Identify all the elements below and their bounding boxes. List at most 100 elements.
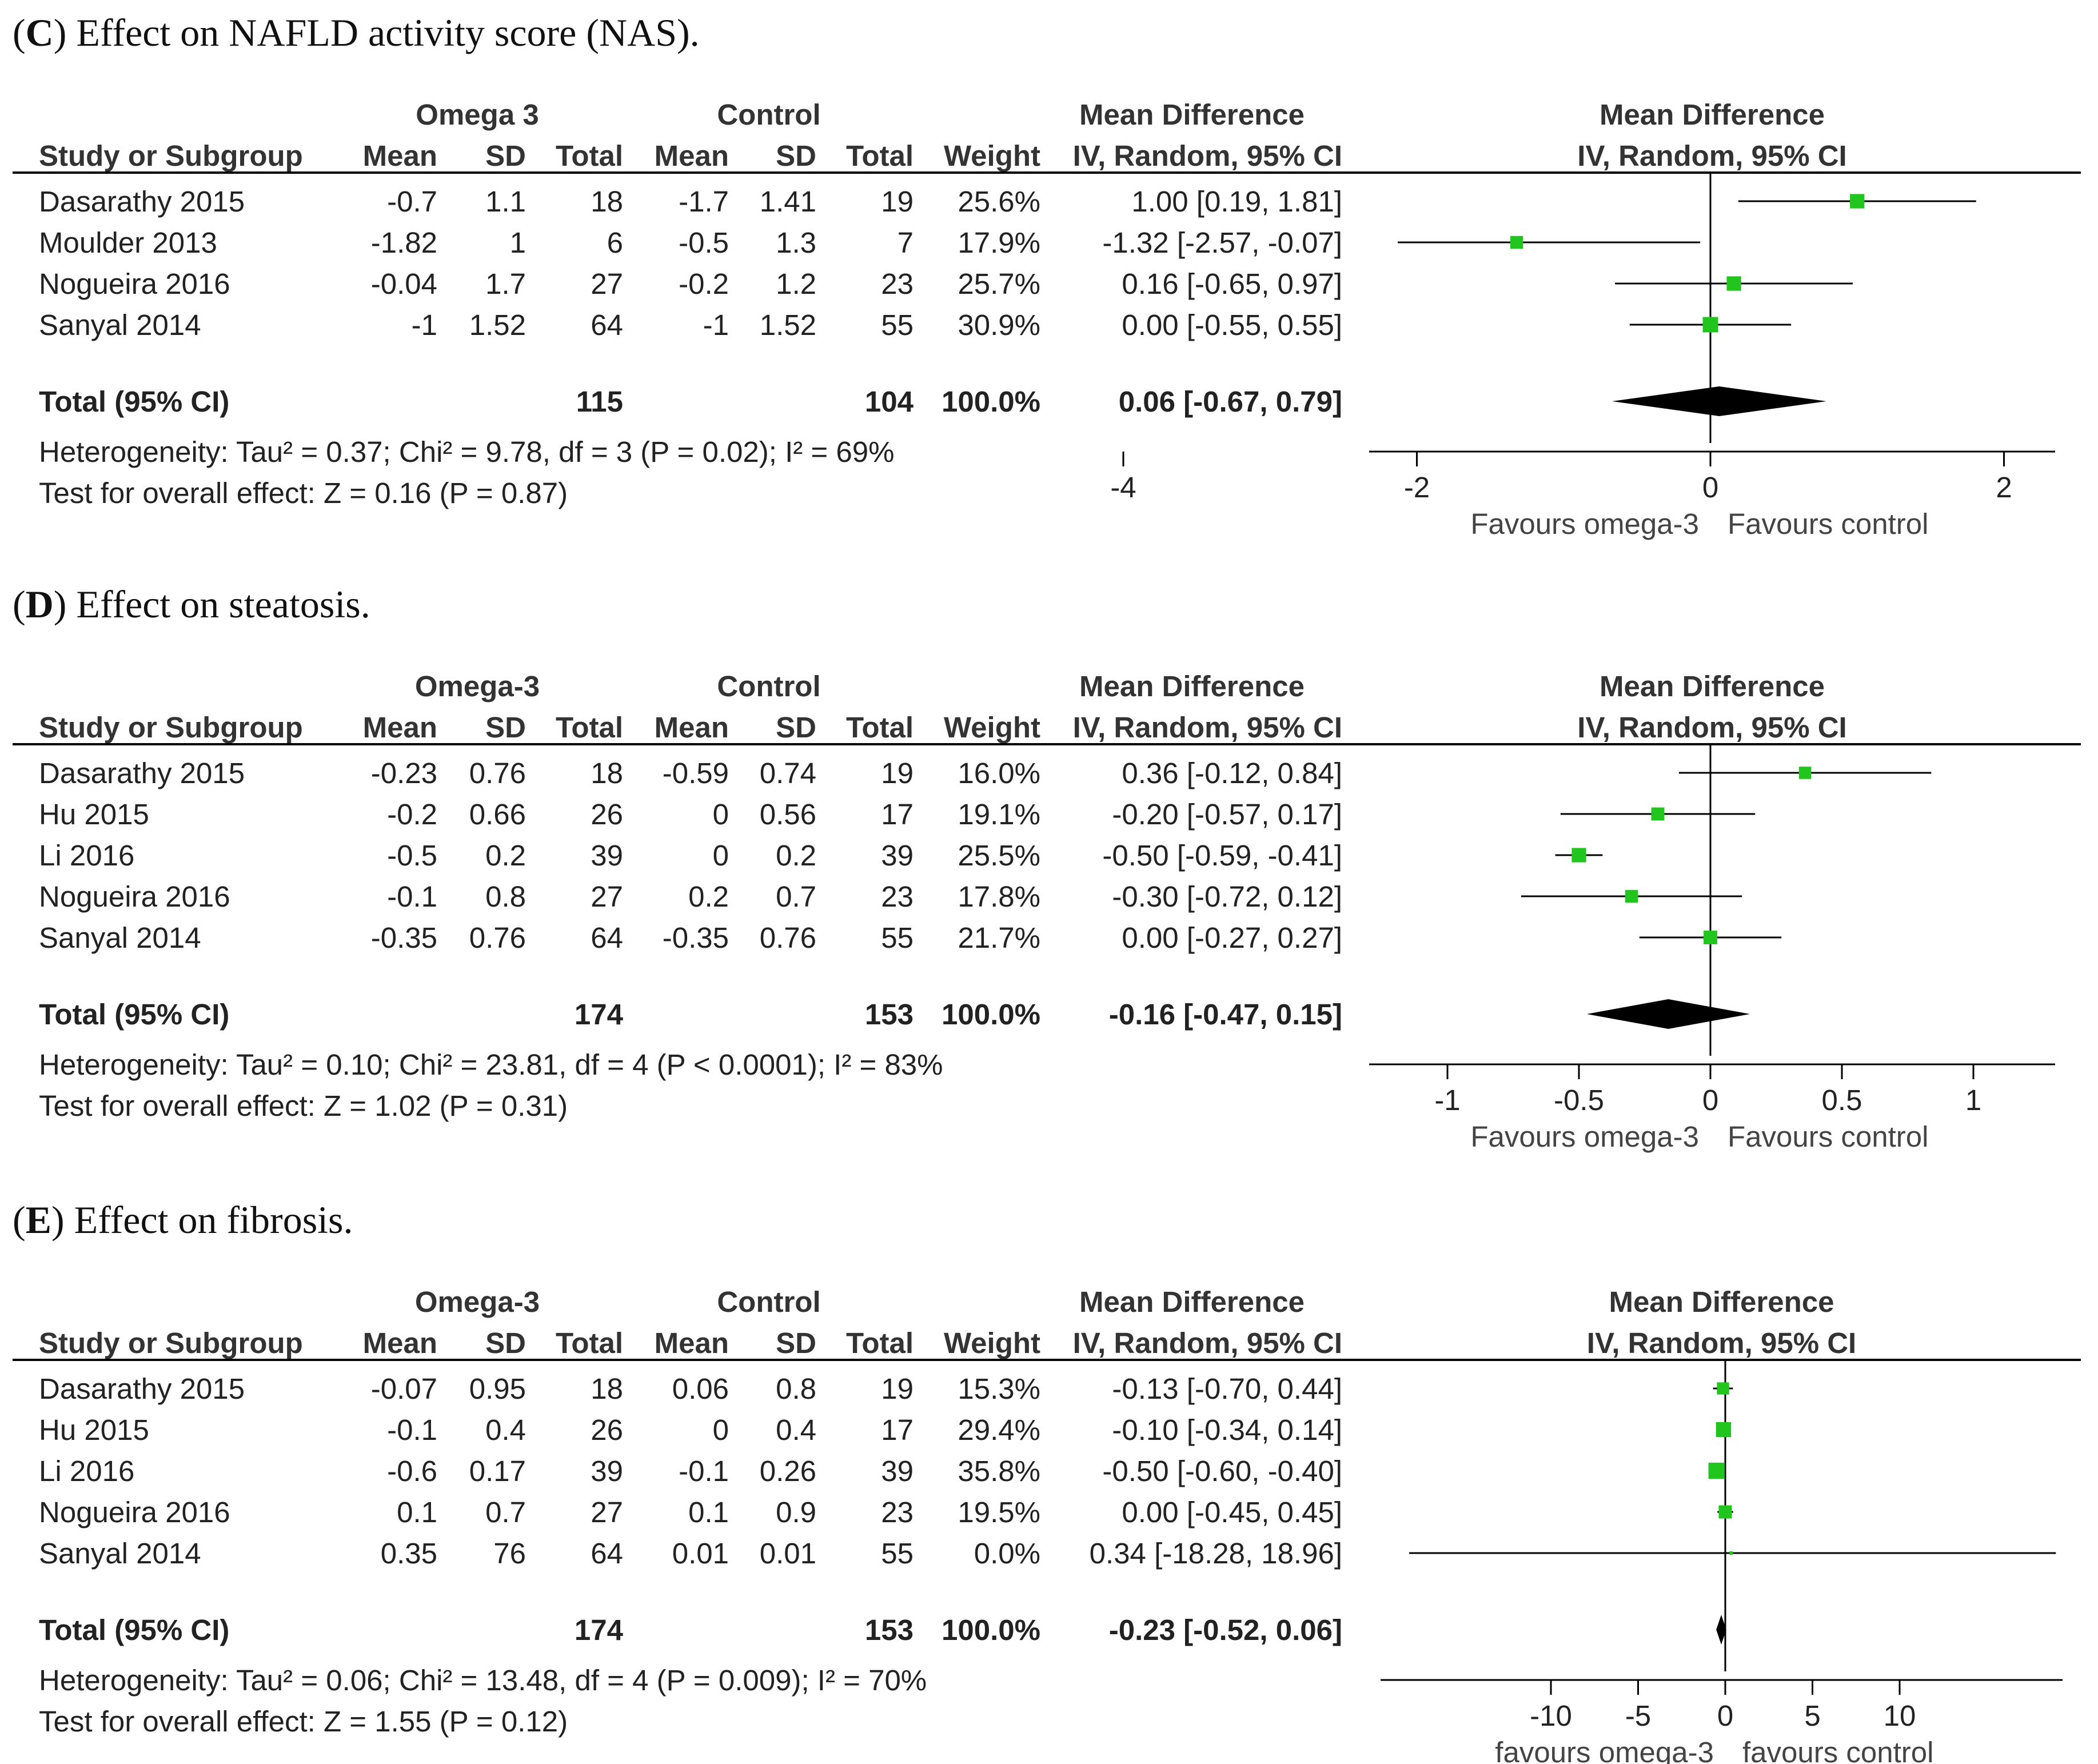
- mean2-value: -0.35: [663, 921, 729, 954]
- total-ci: 0.06 [-0.67, 0.79]: [1119, 385, 1342, 418]
- sd2-value: 0.01: [760, 1537, 816, 1570]
- col-sd2-header: SD: [776, 1327, 816, 1359]
- sd2-value: 0.26: [760, 1455, 816, 1487]
- total-ci: -0.23 [-0.52, 0.06]: [1109, 1614, 1342, 1646]
- weight-value: 19.5%: [958, 1496, 1040, 1528]
- sd1-value: 0.8: [485, 880, 526, 913]
- sd1-value: 0.95: [469, 1372, 526, 1405]
- weight-value: 16.0%: [958, 757, 1040, 789]
- title-letter: C: [26, 11, 54, 54]
- col-study-header: Study or Subgroup: [39, 139, 303, 172]
- total1-sum: 174: [575, 998, 624, 1031]
- total1-value: 64: [591, 309, 623, 341]
- title-letter: D: [26, 582, 54, 626]
- sd1-value: 0.7: [485, 1496, 526, 1528]
- total-label: Total (95% CI): [39, 998, 229, 1031]
- title-paren: (: [13, 1198, 26, 1242]
- table-row: Nogueira 2016 -0.04 1.7 27 -0.2 1.2 23 25.7% 0.1…: [39, 268, 1853, 300]
- study-name: Li 2016: [39, 839, 134, 872]
- col-study-header: Study or Subgroup: [39, 1327, 303, 1359]
- col-sd2-header: SD: [776, 711, 816, 744]
- panel-title: (C) Effect on NAFLD activity score (NAS)…: [13, 11, 700, 54]
- favours-left-label: Favours omega-3: [1470, 508, 1699, 540]
- study-marker: [1726, 276, 1741, 291]
- total2-value: 23: [881, 1496, 914, 1528]
- sd1-value: 0.66: [469, 798, 526, 831]
- col-mean2-header: Mean: [655, 1327, 729, 1359]
- favours-right-label: favours control: [1742, 1736, 1934, 1764]
- sd2-value: 1.41: [760, 185, 816, 218]
- total1-value: 64: [591, 1537, 623, 1570]
- sd1-value: 0.4: [485, 1414, 526, 1446]
- sd2-value: 0.56: [760, 798, 816, 831]
- table-row: Sanyal 2014 -1 1.52 64 -1 1.52 55 30.9% 0.00 [-0…: [39, 309, 1792, 341]
- col-study-header: Study or Subgroup: [39, 711, 303, 744]
- mean2-value: 0.01: [672, 1537, 729, 1570]
- mean1-value: 0.1: [397, 1496, 437, 1528]
- mean2-value: -0.2: [679, 268, 729, 300]
- x-tick-label: 0.5: [1822, 1084, 1862, 1116]
- sd2-value: 1.3: [776, 226, 816, 259]
- weight-value: 17.9%: [958, 226, 1040, 259]
- sd2-value: 0.7: [776, 880, 816, 913]
- study-marker: [1850, 194, 1865, 209]
- study-name: Dasarathy 2015: [39, 1372, 245, 1405]
- table-row: Sanyal 2014 -0.35 0.76 64 -0.35 0.76 55 21.7% 0.…: [39, 921, 1782, 954]
- x-tick-label: -2: [1404, 471, 1430, 504]
- ci-value: -0.13 [-0.70, 0.44]: [1112, 1372, 1342, 1405]
- md-header: Mean Difference: [1079, 1286, 1305, 1318]
- sd1-value: 0.2: [485, 839, 526, 872]
- mean1-value: -0.07: [371, 1372, 437, 1405]
- mean2-value: -0.5: [679, 226, 729, 259]
- table-row: Hu 2015 -0.2 0.66 26 0 0.56 17 19.1% -0.20 [-0.5…: [39, 798, 1756, 831]
- study-marker: [1510, 236, 1523, 249]
- overall-effect-text: Test for overall effect: Z = 0.16 (P = 0…: [39, 477, 568, 509]
- study-marker: [1651, 807, 1665, 821]
- study-name: Moulder 2013: [39, 226, 217, 259]
- table-row: Dasarathy 2015 -0.07 0.95 18 0.06 0.8 19 15.3% -…: [39, 1372, 1733, 1405]
- table-row: Nogueira 2016 -0.1 0.8 27 0.2 0.7 23 17.8% -0.30…: [39, 880, 1742, 913]
- table-row: Hu 2015 -0.1 0.4 26 0 0.4 17 29.4% -0.10 [-0.34,…: [39, 1414, 1732, 1446]
- sd2-value: 0.2: [776, 839, 816, 872]
- total1-value: 26: [591, 1414, 623, 1446]
- plot-subheader: IV, Random, 95% CI: [1577, 711, 1846, 744]
- sd2-value: 0.76: [760, 921, 816, 954]
- col-ci-header: IV, Random, 95% CI: [1073, 711, 1342, 744]
- study-marker: [1625, 889, 1638, 903]
- total1-value: 27: [591, 880, 623, 913]
- weight-value: 17.8%: [958, 880, 1040, 913]
- title-paren: (: [13, 11, 26, 54]
- total2-sum: 153: [865, 1614, 914, 1646]
- group2-header: Control: [717, 98, 820, 131]
- pooled-diamond: [1586, 999, 1750, 1029]
- col-total1-header: Total: [556, 139, 623, 172]
- sd2-value: 0.74: [760, 757, 816, 789]
- title-text: ) Effect on NAFLD activity score (NAS).: [54, 11, 700, 54]
- weight-value: 25.6%: [958, 185, 1040, 218]
- x-tick-label: 0: [1717, 1699, 1733, 1732]
- col-total1-header: Total: [556, 1327, 623, 1359]
- study-marker: [1708, 1462, 1725, 1479]
- panel-d: (D) Effect on steatosis. Omega-3 Control Me…: [13, 582, 2081, 1153]
- study-name: Nogueira 2016: [39, 1496, 230, 1528]
- weight-value: 19.1%: [958, 798, 1040, 831]
- sd2-value: 1.52: [760, 309, 816, 341]
- study-marker: [1702, 317, 1718, 333]
- col-mean2-header: Mean: [655, 711, 729, 744]
- pooled-diamond: [1716, 1615, 1726, 1645]
- total2-value: 19: [881, 757, 914, 789]
- plot-subheader: IV, Random, 95% CI: [1577, 139, 1846, 172]
- study-name: Sanyal 2014: [39, 921, 201, 954]
- col-mean1-header: Mean: [363, 711, 437, 744]
- col-sd2-header: SD: [776, 139, 816, 172]
- sd1-value: 0.17: [469, 1455, 526, 1487]
- panel-title: (E) Effect on fibrosis.: [13, 1198, 353, 1242]
- favours-right-label: Favours control: [1728, 1120, 1928, 1153]
- col-sd1-header: SD: [485, 711, 526, 744]
- mean2-value: 0: [713, 1414, 729, 1446]
- x-axis: -10 -5 0 5 10 favours omega-3 favours control: [1381, 1679, 2063, 1764]
- panel-e: (E) Effect on fibrosis. Omega-3 Control Mea…: [13, 1198, 2081, 1764]
- ci-value: 1.00 [0.19, 1.81]: [1131, 185, 1342, 218]
- total1-sum: 115: [576, 385, 623, 418]
- ci-value: 0.00 [-0.55, 0.55]: [1122, 309, 1342, 341]
